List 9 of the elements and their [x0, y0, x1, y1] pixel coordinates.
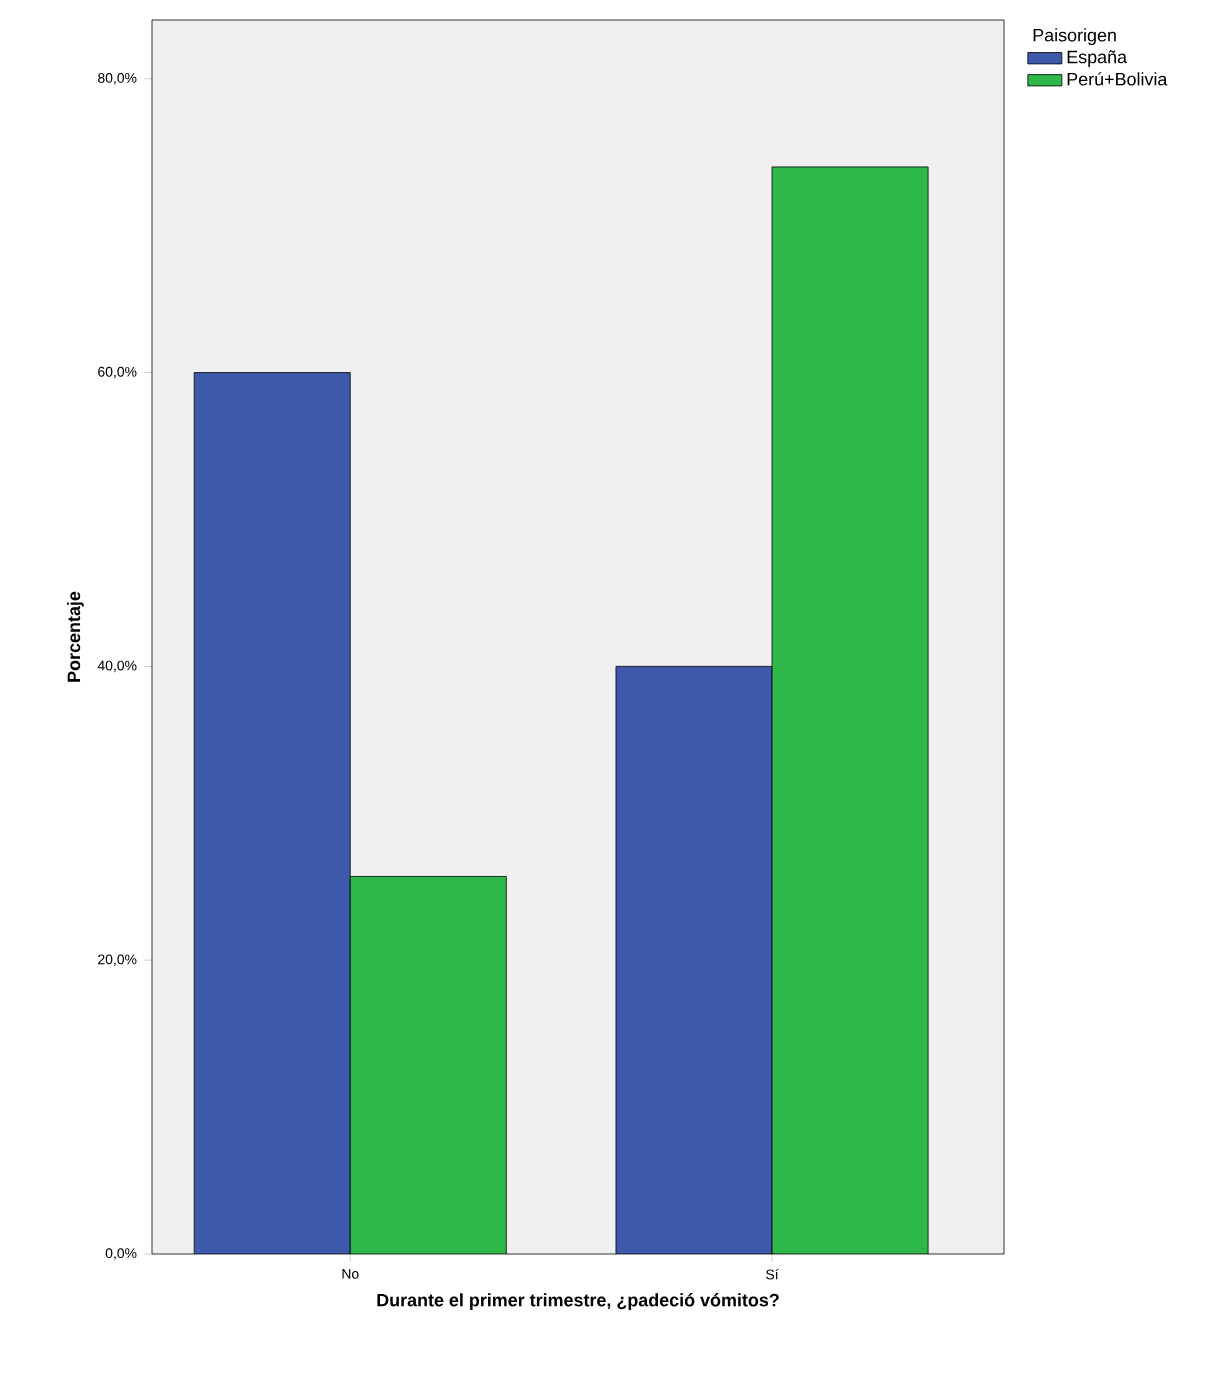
- legend-label: Perú+Bolivia: [1067, 72, 1168, 86]
- legend-label: España: [1067, 50, 1128, 67]
- bar: [193, 372, 351, 1254]
- bar: [349, 876, 507, 1254]
- x-axis-title: Durante el primer trimestre, ¿padeció vómitos?: [377, 1293, 779, 1310]
- bar: [771, 166, 929, 1254]
- bar: [615, 665, 773, 1254]
- legend-title: Paisorigen: [1033, 28, 1116, 46]
- y-axis-title: Porcentaje: [67, 591, 84, 682]
